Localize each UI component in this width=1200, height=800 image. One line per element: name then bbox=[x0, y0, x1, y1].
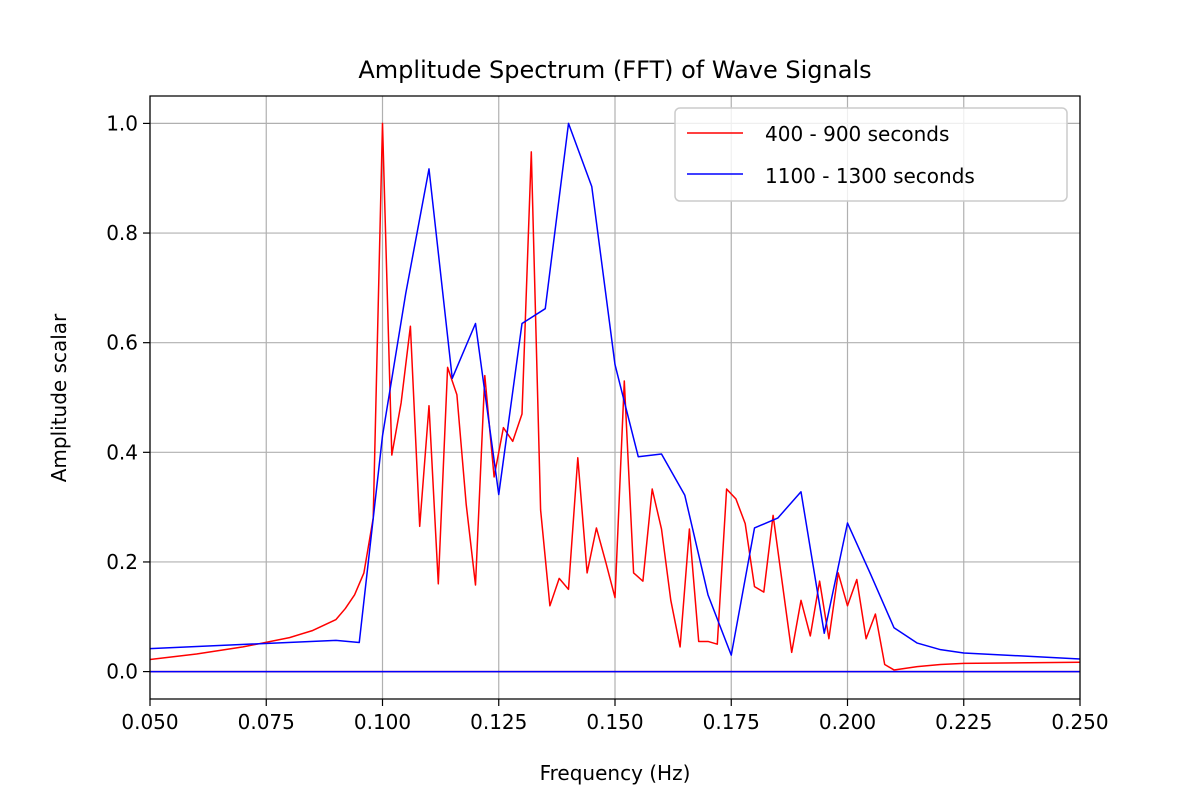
x-tick-label: 0.175 bbox=[703, 710, 760, 734]
y-tick-label: 0.6 bbox=[106, 331, 138, 355]
legend-label-400-900: 400 - 900 seconds bbox=[765, 122, 949, 146]
x-tick-label: 0.050 bbox=[121, 710, 178, 734]
y-axis-label: Amplitude scalar bbox=[47, 313, 71, 482]
legend-label-1100-1300: 1100 - 1300 seconds bbox=[765, 164, 975, 188]
y-axis-ticks: 0.0 0.2 0.4 0.6 0.8 1.0 bbox=[106, 111, 150, 684]
x-tick-label: 0.150 bbox=[586, 710, 643, 734]
x-axis-ticks: 0.050 0.075 0.100 0.125 0.150 0.175 0.200 0.225… bbox=[121, 699, 1109, 734]
x-tick-label: 0.225 bbox=[935, 710, 992, 734]
legend: 400 - 900 seconds 1100 - 1300 seconds bbox=[674, 107, 1068, 202]
series-line-1 bbox=[149, 122, 1081, 660]
x-tick-label: 0.100 bbox=[354, 710, 411, 734]
chart-title: Amplitude Spectrum (FFT) of Wave Signals bbox=[358, 56, 871, 84]
legend-box bbox=[674, 107, 1068, 202]
x-tick-label: 0.125 bbox=[470, 710, 527, 734]
x-tick-label: 0.075 bbox=[238, 710, 295, 734]
y-tick-label: 0.4 bbox=[106, 440, 138, 464]
y-tick-label: 0.8 bbox=[106, 221, 138, 245]
y-tick-label: 1.0 bbox=[106, 111, 138, 135]
series-lines bbox=[149, 122, 1081, 671]
x-axis-label: Frequency (Hz) bbox=[540, 761, 691, 785]
series-line-0 bbox=[149, 122, 1081, 671]
x-tick-label: 0.200 bbox=[819, 710, 876, 734]
x-tick-label: 0.250 bbox=[1051, 710, 1108, 734]
y-tick-label: 0.0 bbox=[106, 660, 138, 684]
y-tick-label: 0.2 bbox=[106, 550, 138, 574]
